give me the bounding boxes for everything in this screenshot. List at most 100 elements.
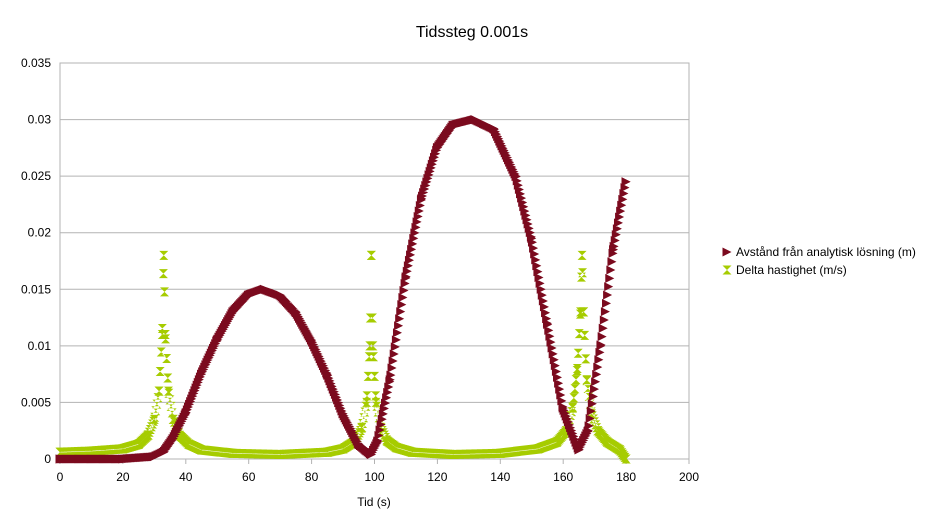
data-point	[184, 439, 194, 449]
data-point	[371, 397, 381, 407]
data-point	[621, 454, 631, 464]
data-point	[228, 448, 238, 458]
data-point	[609, 245, 619, 255]
data-point	[615, 445, 625, 455]
data-point	[495, 448, 505, 458]
legend: Avstånd från analytisk lösning (m) Delta …	[722, 245, 916, 277]
data-point	[149, 414, 159, 424]
data-point	[160, 330, 170, 340]
data-point	[275, 449, 285, 459]
y-tick-label: 0.015	[21, 282, 51, 296]
data-point	[154, 386, 164, 396]
legend-marker	[722, 247, 732, 257]
legend-marker	[722, 265, 732, 275]
legend-item: Avstånd från analytisk lösning (m)	[722, 245, 916, 259]
data-point	[338, 409, 348, 419]
y-tick-label: 0.01	[28, 339, 52, 353]
data-point	[368, 341, 378, 351]
x-tick-label: 20	[116, 470, 130, 484]
data-point	[533, 444, 543, 454]
data-point	[118, 444, 128, 454]
data-point	[134, 439, 144, 449]
y-tick-label: 0	[44, 452, 51, 466]
x-tick-label: 80	[305, 470, 319, 484]
data-point	[212, 335, 222, 345]
data-point	[362, 397, 372, 407]
data-point	[168, 434, 178, 444]
data-point	[577, 250, 587, 260]
y-tick-label: 0.005	[21, 395, 51, 409]
data-point	[407, 447, 417, 457]
series-delta-hastighet	[55, 250, 631, 464]
legend-label: Avstånd från analytisk lösning (m)	[736, 245, 916, 259]
data-point	[275, 290, 285, 300]
y-axis-ticks: 0 0.005 0.01 0.015 0.02 0.025 0.03 0.035	[21, 56, 51, 466]
data-point	[322, 369, 332, 379]
data-point	[593, 426, 603, 436]
legend-label: Delta hastighet (m/s)	[736, 263, 847, 277]
data-point	[432, 143, 442, 153]
data-point	[448, 449, 458, 459]
data-point	[197, 445, 207, 455]
data-point	[291, 307, 301, 317]
series-avstand	[55, 115, 631, 464]
data-point	[602, 437, 612, 447]
data-point	[259, 284, 269, 294]
x-tick-label: 120	[427, 470, 447, 484]
chart-title: Tidssteg 0.001s	[416, 24, 528, 41]
data-point	[118, 454, 128, 464]
data-point	[149, 452, 159, 462]
data-point	[392, 443, 402, 453]
data-point	[357, 422, 367, 432]
data-point	[354, 439, 364, 449]
y-tick-label: 0.025	[21, 169, 51, 183]
data-point	[373, 437, 383, 447]
data-point	[164, 386, 174, 396]
data-point	[558, 403, 568, 413]
data-point	[338, 444, 348, 454]
x-tick-label: 160	[553, 470, 573, 484]
data-point	[572, 363, 582, 373]
data-point	[322, 447, 332, 457]
y-tick-label: 0.03	[28, 113, 52, 127]
data-point	[385, 375, 395, 385]
y-tick-label: 0.035	[21, 56, 51, 70]
data-point	[542, 318, 552, 328]
data-point	[366, 250, 376, 260]
data-point	[583, 426, 593, 436]
y-tick-label: 0.02	[28, 226, 52, 240]
x-axis-label: Tid (s)	[357, 495, 391, 509]
data-point	[366, 449, 376, 459]
x-tick-label: 40	[179, 470, 193, 484]
data-point	[181, 409, 191, 419]
data-point	[307, 335, 317, 345]
data-point	[527, 233, 537, 243]
x-tick-label: 140	[490, 470, 510, 484]
data-point	[552, 437, 562, 447]
data-point	[228, 307, 238, 317]
data-point	[55, 454, 65, 464]
data-point	[86, 446, 96, 456]
data-point	[382, 436, 392, 446]
data-point	[159, 447, 169, 457]
series-markers	[55, 250, 631, 464]
data-point	[143, 430, 153, 440]
x-tick-label: 60	[242, 470, 256, 484]
series-layer	[55, 115, 631, 464]
data-point	[568, 403, 578, 413]
data-point	[244, 290, 254, 300]
x-tick-label: 180	[616, 470, 636, 484]
data-point	[579, 307, 589, 317]
data-point	[417, 194, 427, 204]
data-point	[582, 375, 592, 385]
data-point	[621, 177, 631, 187]
x-tick-label: 200	[679, 470, 699, 484]
data-point	[159, 250, 169, 260]
data-point	[197, 369, 207, 379]
data-point	[489, 124, 499, 134]
x-tick-label: 0	[57, 470, 64, 484]
data-point	[511, 171, 521, 181]
legend-item: Delta hastighet (m/s)	[722, 263, 847, 277]
data-point	[55, 447, 65, 457]
